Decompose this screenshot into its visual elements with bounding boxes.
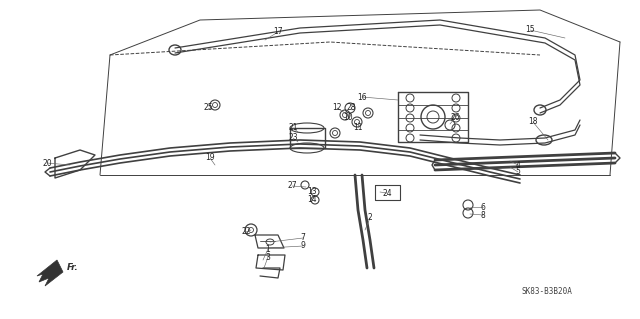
Text: 11: 11: [353, 122, 363, 131]
Text: 2: 2: [367, 213, 372, 222]
Text: 21: 21: [288, 123, 298, 132]
Text: 14: 14: [307, 196, 317, 204]
Text: 4: 4: [516, 160, 520, 169]
Text: 28: 28: [346, 103, 356, 113]
Text: 10: 10: [343, 114, 353, 122]
Text: 20: 20: [42, 159, 52, 167]
Text: 17: 17: [273, 27, 283, 36]
Polygon shape: [37, 260, 63, 286]
Text: 19: 19: [205, 153, 215, 162]
Text: 9: 9: [301, 241, 305, 250]
Text: 1: 1: [266, 244, 270, 254]
Text: 8: 8: [481, 211, 485, 219]
Text: Fr.: Fr.: [67, 263, 79, 272]
Text: 15: 15: [525, 26, 535, 34]
Text: 5: 5: [516, 167, 520, 176]
Text: 24: 24: [382, 189, 392, 197]
Text: 3: 3: [266, 253, 271, 262]
Text: 22: 22: [241, 227, 251, 236]
Text: 7: 7: [301, 234, 305, 242]
Text: 12: 12: [332, 103, 342, 113]
Text: SK83-B3B20A: SK83-B3B20A: [521, 287, 572, 296]
Text: 18: 18: [528, 117, 538, 127]
Text: 25: 25: [203, 103, 213, 113]
Text: 26: 26: [450, 114, 460, 122]
Text: 6: 6: [481, 203, 485, 211]
Text: 16: 16: [357, 93, 367, 101]
Text: 27: 27: [287, 182, 297, 190]
Text: 13: 13: [307, 188, 317, 197]
Text: 23: 23: [288, 133, 298, 143]
